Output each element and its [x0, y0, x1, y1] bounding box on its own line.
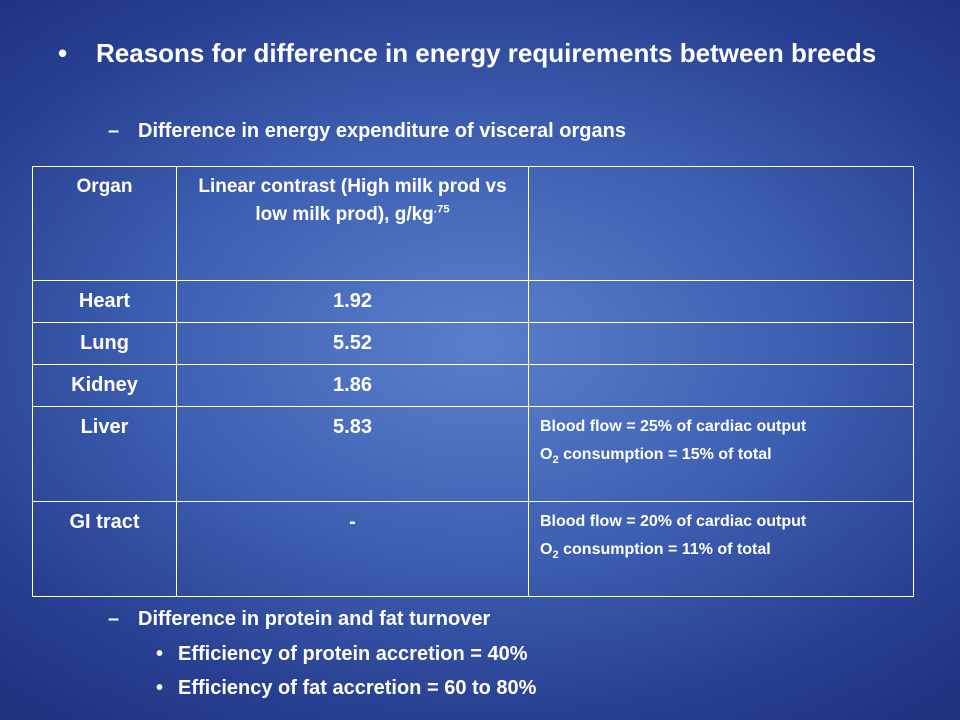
sub-bullet-turnover: – Difference in protein and fat turnover	[108, 606, 490, 632]
table-row: GI tract - Blood flow = 20% of cardiac o…	[32, 501, 914, 597]
sub-bullet-text: Difference in protein and fat turnover	[138, 608, 491, 630]
table-row: Lung 5.52	[32, 322, 914, 365]
note-o2-prefix: O	[540, 446, 553, 463]
bullet-dot: •	[58, 38, 68, 68]
note-cell	[528, 364, 914, 407]
contrast-value-cell: 5.83	[176, 406, 529, 502]
organ-cell: Heart	[32, 280, 177, 323]
header-notes	[528, 166, 914, 281]
note-o2-subscript: 2	[552, 549, 559, 562]
contrast-value-cell: -	[176, 501, 529, 597]
organ-cell: Lung	[32, 322, 177, 365]
table-row: Liver 5.83 Blood flow = 25% of cardiac o…	[32, 406, 914, 502]
table-row: Kidney 1.86	[32, 364, 914, 407]
sub-bullet-visceral: – Difference in energy expenditure of vis…	[108, 118, 626, 144]
sub-sub-bullet-text: Efficiency of fat accretion = 60 to 80%	[178, 677, 537, 699]
note-o2-prefix: O	[540, 541, 553, 558]
note-cell: Blood flow = 25% of cardiac output O2 co…	[528, 406, 914, 502]
bullet-dot: •	[156, 643, 164, 665]
note-cell: Blood flow = 20% of cardiac output O2 co…	[528, 501, 914, 597]
note-o2-subscript: 2	[552, 454, 559, 467]
organ-cell: GI tract	[32, 501, 177, 597]
contrast-value-cell: 1.92	[176, 280, 529, 323]
sub-sub-bullet-protein: • Efficiency of protein accretion = 40%	[156, 641, 528, 667]
bullet-dash: –	[108, 120, 120, 142]
organ-energy-table: Organ Linear contrast (High milk prod vs…	[32, 166, 914, 597]
header-organ: Organ	[32, 166, 177, 281]
note-blood-flow: Blood flow = 20% of cardiac output	[540, 513, 807, 530]
table-header-row: Organ Linear contrast (High milk prod vs…	[32, 166, 914, 281]
header-exponent: .75	[433, 203, 450, 216]
bullet-dash: –	[108, 608, 120, 630]
note-cell	[528, 280, 914, 323]
table-row: Heart 1.92	[32, 280, 914, 323]
note-o2-consumption: consumption = 15% of total	[558, 446, 772, 463]
sub-sub-bullet-text: Efficiency of protein accretion = 40%	[178, 643, 528, 665]
note-cell	[528, 322, 914, 365]
organ-cell: Kidney	[32, 364, 177, 407]
sub-bullet-text: Difference in energy expenditure of visc…	[138, 120, 626, 142]
sub-sub-bullet-fat: • Efficiency of fat accretion = 60 to 80%	[156, 675, 536, 701]
header-linear-contrast: Linear contrast (High milk prod vs low m…	[176, 166, 529, 281]
note-o2-consumption: consumption = 11% of total	[558, 541, 771, 558]
note-blood-flow: Blood flow = 25% of cardiac output	[540, 418, 807, 435]
main-bullet-text: Reasons for difference in energy require…	[96, 38, 877, 68]
main-bullet: • Reasons for difference in energy requi…	[58, 36, 918, 70]
contrast-value-cell: 1.86	[176, 364, 529, 407]
organ-cell: Liver	[32, 406, 177, 502]
bullet-dot: •	[156, 677, 164, 699]
contrast-value-cell: 5.52	[176, 322, 529, 365]
